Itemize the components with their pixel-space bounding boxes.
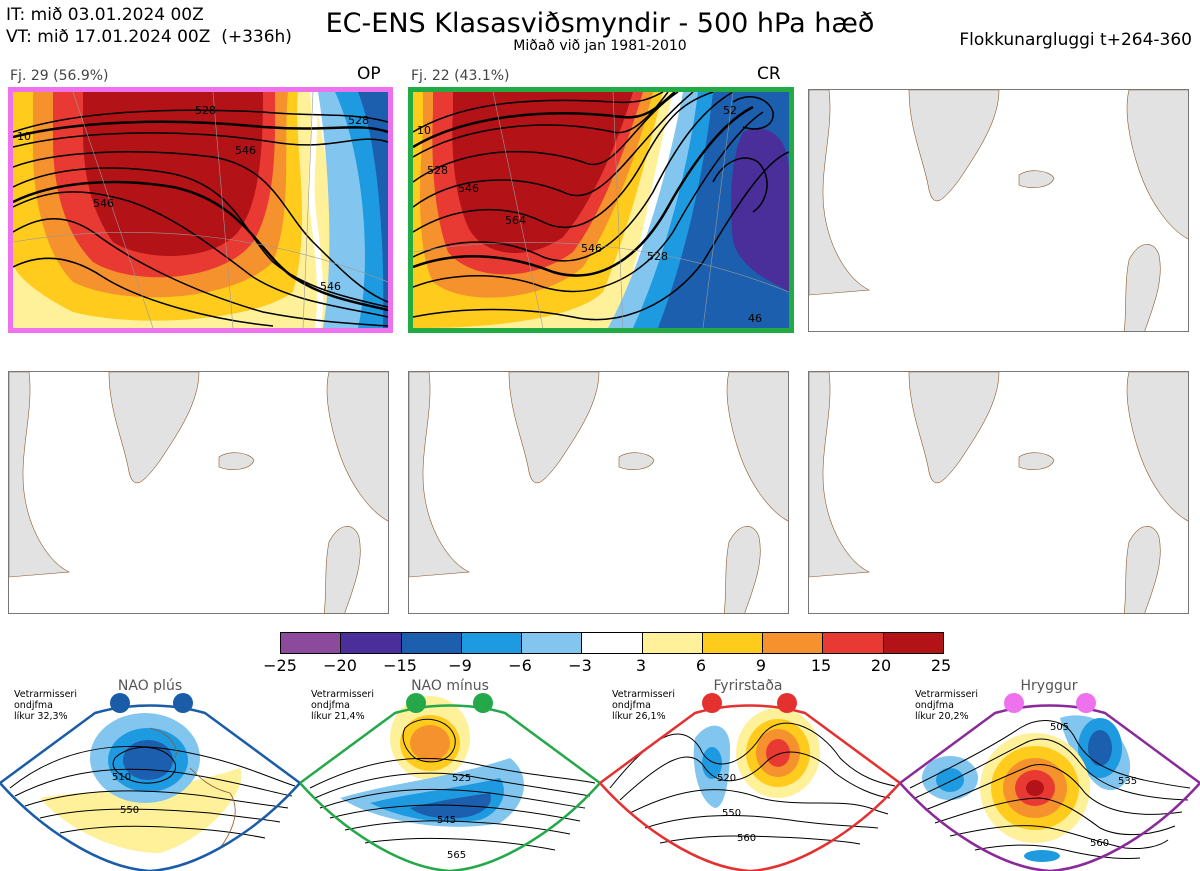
regime-contour-label: 535	[1118, 776, 1137, 787]
regime-months: ondjfma	[915, 700, 954, 711]
regime-map-nao-minus: 525 545 565	[300, 693, 600, 871]
regime-months: ondjfma	[311, 700, 350, 711]
init-time: IT: mið 03.01.2024 00Z	[6, 5, 204, 25]
contour-label: 528	[427, 164, 448, 177]
contour-label: 528	[647, 250, 668, 263]
regime-map-nao-plus: 510 550	[0, 693, 300, 871]
regime-contour-label: 550	[722, 808, 741, 819]
colorbar-tick: 9	[755, 656, 767, 675]
regime-season: Vetrarmisseri	[915, 689, 978, 700]
colorbar-segment	[281, 633, 342, 653]
contour-label: 546	[93, 197, 114, 210]
regime-title: Fyrirstaða	[713, 678, 783, 694]
regime-note: Vetrarmisseri ondjfma líkur 20,2%	[915, 689, 978, 722]
regime-contour-label: 525	[452, 773, 471, 784]
contour-label: 46	[748, 312, 762, 325]
colorbar-tick: 15	[810, 656, 832, 675]
colorbar-tick: −6	[508, 656, 532, 675]
colorbar-segment	[883, 633, 943, 653]
regime-probability: líkur 32,3%	[14, 711, 68, 722]
regime-probability: líkur 21,4%	[311, 711, 365, 722]
colorbar-segment	[823, 633, 884, 653]
colorbar-segment	[582, 633, 643, 653]
empty-map-panel	[808, 89, 1189, 332]
page-title: EC-ENS Klasasviðsmyndir - 500 hPa hæð	[325, 8, 875, 39]
regime-map-blocking: 520 550 560	[600, 693, 900, 871]
valid-time: VT: mið 17.01.2024 00Z (+336h)	[6, 27, 292, 47]
regime-title: NAO mínus	[411, 678, 489, 694]
contour-label: 546	[320, 280, 341, 293]
regime-note: Vetrarmisseri ondjfma líkur 32,3%	[14, 689, 77, 722]
contour-label: 10	[417, 124, 431, 137]
regime-title: Hryggur	[1020, 678, 1078, 694]
cluster1-map[interactable]: 10 528 546 528 546 546	[8, 87, 393, 333]
colorbar-segment	[522, 633, 583, 653]
colorbar-tick: 20	[870, 656, 892, 675]
empty-map-panel	[808, 371, 1189, 614]
colorbar-segment	[763, 633, 824, 653]
regime-months: ondjfma	[612, 700, 651, 711]
cluster2-label: Fj. 22 (43.1%)	[411, 68, 510, 84]
cluster1-tag: OP	[357, 64, 381, 84]
cluster2-tag: CR	[757, 64, 781, 84]
regime-contour-label: 550	[120, 805, 139, 816]
contour-label: 564	[505, 214, 526, 227]
contour-label: 52	[723, 104, 737, 117]
regime-contour-label: 520	[717, 773, 736, 784]
colorbar-tick: 25	[930, 656, 952, 675]
contour-label: 546	[581, 242, 602, 255]
page-subtitle: Miðað við jan 1981-2010	[513, 38, 687, 54]
colorbar	[280, 632, 944, 654]
colorbar-segment	[401, 633, 462, 653]
regime-season: Vetrarmisseri	[14, 689, 77, 700]
colorbar-segment	[702, 633, 764, 653]
regime-season: Vetrarmisseri	[612, 689, 675, 700]
regime-contour-label: 510	[112, 772, 131, 783]
regime-contour-label: 560	[1090, 838, 1109, 849]
regime-probability: líkur 20,2%	[915, 711, 969, 722]
cluster1-label: Fj. 29 (56.9%)	[10, 68, 109, 84]
regime-months: ondjfma	[14, 700, 53, 711]
colorbar-tick: 3	[635, 656, 647, 675]
regime-probability: líkur 26,1%	[612, 711, 666, 722]
colorbar-tick: 6	[695, 656, 707, 675]
regime-contour-label: 545	[437, 815, 456, 826]
colorbar-tick: −9	[448, 656, 472, 675]
cluster2-map[interactable]: 10 528 546 564 546 528 52 46	[408, 87, 794, 333]
classification-window: Flokkunargluggi t+264-360	[959, 30, 1192, 50]
regime-contour-label: 560	[737, 833, 756, 844]
contour-label: 528	[348, 114, 369, 127]
colorbar-tick: −15	[383, 656, 417, 675]
regime-map-ridge: 505 535 560	[900, 693, 1200, 871]
regime-title: NAO plús	[117, 678, 183, 694]
colorbar-tick: −3	[568, 656, 592, 675]
colorbar-segment	[642, 633, 703, 653]
contour-label: 546	[458, 182, 479, 195]
contour-label: 546	[235, 144, 256, 157]
colorbar-tick: −20	[323, 656, 357, 675]
regime-note: Vetrarmisseri ondjfma líkur 26,1%	[612, 689, 675, 722]
regime-season: Vetrarmisseri	[311, 689, 374, 700]
colorbar-segment	[341, 633, 402, 653]
colorbar-tick: −25	[263, 656, 297, 675]
contour-label: 10	[17, 130, 31, 143]
empty-map-panel	[408, 371, 789, 614]
colorbar-segment	[461, 633, 523, 653]
regime-note: Vetrarmisseri ondjfma líkur 21,4%	[311, 689, 374, 722]
regime-contour-label: 565	[447, 850, 466, 861]
regime-contour-label: 505	[1050, 722, 1069, 733]
empty-map-panel	[8, 371, 389, 614]
contour-label: 528	[195, 104, 216, 117]
